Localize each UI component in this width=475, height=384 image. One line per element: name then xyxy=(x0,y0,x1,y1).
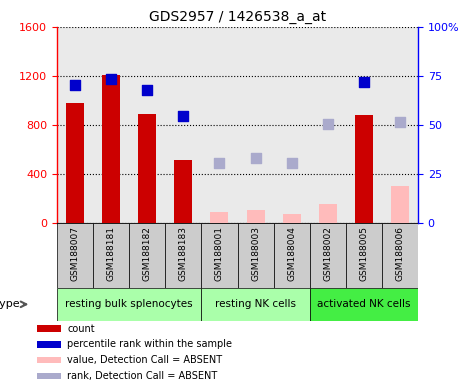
Bar xyxy=(57,27,93,223)
Bar xyxy=(283,214,301,223)
Bar xyxy=(129,27,165,223)
Bar xyxy=(310,288,418,321)
Bar xyxy=(274,223,310,288)
Title: GDS2957 / 1426538_a_at: GDS2957 / 1426538_a_at xyxy=(149,10,326,25)
Text: rank, Detection Call = ABSENT: rank, Detection Call = ABSENT xyxy=(67,371,218,381)
Bar xyxy=(102,74,120,223)
Point xyxy=(216,160,223,166)
Point xyxy=(180,113,187,119)
Bar xyxy=(201,223,238,288)
Bar xyxy=(37,325,61,332)
Point xyxy=(252,156,259,162)
Bar xyxy=(391,186,409,223)
Bar xyxy=(129,223,165,288)
Point xyxy=(360,79,368,85)
Bar xyxy=(310,223,346,288)
Bar xyxy=(37,341,61,348)
Text: GSM188001: GSM188001 xyxy=(215,226,224,281)
Bar xyxy=(138,114,156,223)
Bar xyxy=(37,357,61,363)
Bar xyxy=(201,27,238,223)
Bar xyxy=(210,212,228,223)
Text: cell type: cell type xyxy=(0,299,20,310)
Point xyxy=(288,160,295,166)
Text: count: count xyxy=(67,324,95,334)
Text: value, Detection Call = ABSENT: value, Detection Call = ABSENT xyxy=(67,355,223,365)
Text: GSM188183: GSM188183 xyxy=(179,226,188,281)
Text: GSM188181: GSM188181 xyxy=(107,226,115,281)
Bar xyxy=(238,223,274,288)
Bar xyxy=(310,27,346,223)
Bar xyxy=(346,223,382,288)
Bar xyxy=(382,223,418,288)
Text: GSM188003: GSM188003 xyxy=(251,226,260,281)
Bar xyxy=(382,27,418,223)
Bar xyxy=(346,27,382,223)
Bar xyxy=(174,160,192,223)
Bar xyxy=(93,27,129,223)
Bar xyxy=(274,27,310,223)
Point xyxy=(107,76,115,82)
Text: percentile rank within the sample: percentile rank within the sample xyxy=(67,339,232,349)
Point xyxy=(324,121,332,127)
Bar xyxy=(37,373,61,379)
Bar xyxy=(238,27,274,223)
Text: GSM188002: GSM188002 xyxy=(323,226,332,281)
Bar xyxy=(247,210,265,223)
Text: resting NK cells: resting NK cells xyxy=(215,299,296,310)
Text: GSM188005: GSM188005 xyxy=(360,226,368,281)
Bar xyxy=(319,204,337,223)
Bar xyxy=(165,27,201,223)
Point xyxy=(396,119,404,126)
Bar xyxy=(57,223,93,288)
Bar xyxy=(165,223,201,288)
Bar xyxy=(355,115,373,223)
Bar xyxy=(66,103,84,223)
Text: GSM188004: GSM188004 xyxy=(287,226,296,281)
Text: GSM188182: GSM188182 xyxy=(143,226,152,281)
Text: activated NK cells: activated NK cells xyxy=(317,299,410,310)
Bar xyxy=(57,288,201,321)
Point xyxy=(71,82,79,88)
Point xyxy=(143,87,151,93)
Text: GSM188006: GSM188006 xyxy=(396,226,404,281)
Bar xyxy=(93,223,129,288)
Bar xyxy=(201,288,310,321)
Text: GSM188007: GSM188007 xyxy=(71,226,79,281)
Text: resting bulk splenocytes: resting bulk splenocytes xyxy=(66,299,193,310)
